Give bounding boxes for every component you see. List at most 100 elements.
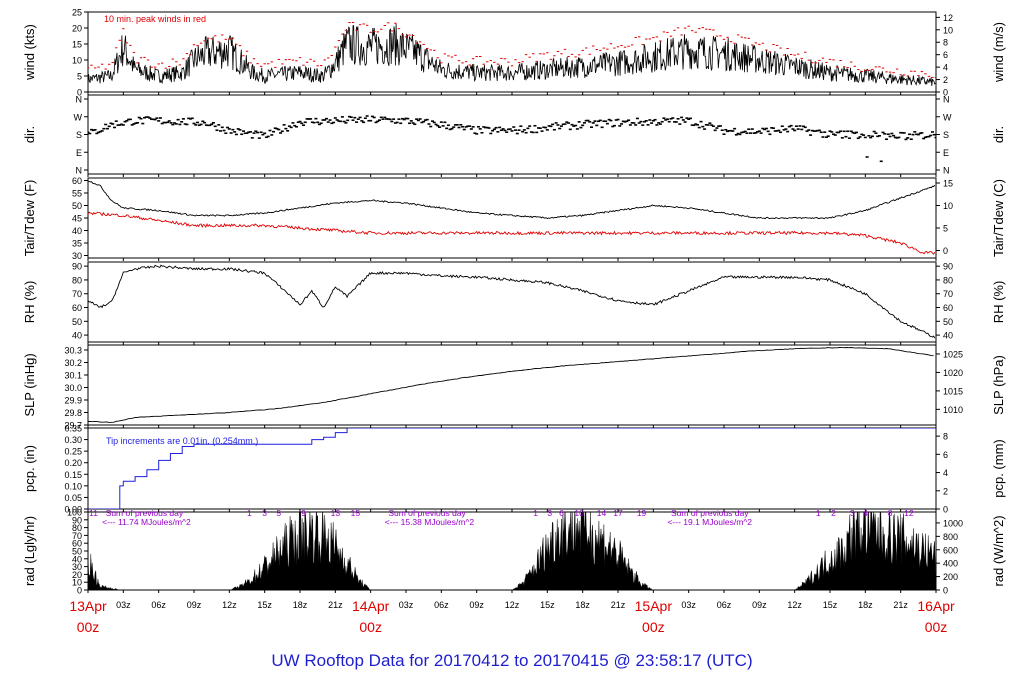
left-tick-label: E <box>76 148 82 158</box>
left-tick-label: 55 <box>72 189 82 199</box>
left-tick-label: 0 <box>77 88 82 98</box>
day-zulu-label: 00z <box>642 619 665 635</box>
panel-3: 40 50 60 70 80 90 40 50 60 70 80 90 RH (%) RH (%) <box>22 261 1006 345</box>
panel-4: 29.7 29.8 29.9 30.0 30.1 30.2 30.3 1010 1015 1020… <box>22 344 1006 431</box>
left-tick-label: 30.2 <box>64 358 82 368</box>
radiation-annotation: <--- 11.74 MJoules/m^2 <box>102 517 191 527</box>
left-tick-label: 30.0 <box>64 383 82 393</box>
y-axis-label: rad (Lgly/hr) <box>22 516 37 586</box>
plot-area <box>88 115 936 163</box>
sun-hour-mark: 3 <box>262 508 267 518</box>
hour-label: 12z <box>505 600 520 610</box>
radiation-area <box>88 512 936 590</box>
day-label: 16Apr <box>917 598 955 614</box>
sun-hour-mark: 1 <box>816 508 821 518</box>
left-tick-label: 0.15 <box>64 470 82 480</box>
right-tick-label: 0 <box>943 586 948 596</box>
right-tick-label: 40 <box>943 331 953 341</box>
sun-hour-mark: 14 <box>597 508 607 518</box>
y-axis-label: Tair/Tdew (F) <box>22 180 37 257</box>
hour-label: 03z <box>399 600 414 610</box>
left-tick-label: 20 <box>72 570 82 580</box>
left-tick-label: 60 <box>72 539 82 549</box>
slp-series-line <box>88 347 934 423</box>
left-tick-label: 0 <box>77 586 82 596</box>
right-tick-label: 10 <box>943 201 953 211</box>
left-tick-label: 29.7 <box>64 421 82 431</box>
day-zulu-label: 00z <box>77 619 100 635</box>
left-tick-label: 25 <box>72 8 82 18</box>
sun-hour-mark: 4 <box>863 508 868 518</box>
right-tick-label: 8 <box>943 432 948 442</box>
figure-title: UW Rooftop Data for 20170412 to 20170415… <box>271 651 752 670</box>
left-tick-label: 20 <box>72 24 82 34</box>
y-axis-label-right: Tair/Tdew (C) <box>991 179 1006 257</box>
left-tick-label: 60 <box>72 303 82 313</box>
radiation-annotation: Sum of previous day <box>388 508 466 518</box>
right-tick-label: 200 <box>943 572 958 582</box>
day-zulu-label: 00z <box>925 619 948 635</box>
hour-label: 21z <box>328 600 343 610</box>
panel-frame <box>87 94 937 175</box>
left-tick-label: 30 <box>72 562 82 572</box>
right-tick-label: 12 <box>943 13 953 23</box>
y-axis-label-right: SLP (hPa) <box>991 355 1006 415</box>
right-tick-label: 6 <box>943 50 948 60</box>
left-tick-label: 35 <box>72 239 82 249</box>
right-tick-label: N <box>943 95 950 105</box>
air-temp-series-line <box>88 180 936 220</box>
sun-hour-mark: 1 <box>247 508 252 518</box>
right-tick-label: N <box>943 166 950 176</box>
right-tick-label: S <box>943 130 949 140</box>
hour-label: 06z <box>434 600 449 610</box>
right-tick-label: 1025 <box>943 349 963 359</box>
y-axis-label: SLP (inHg) <box>22 353 37 416</box>
right-tick-label: E <box>943 148 949 158</box>
hour-label: 03z <box>116 600 131 610</box>
precip-annotation: Tip increments are 0.01in. (0.254mm.) <box>106 436 258 446</box>
sun-hour-mark: 15 <box>351 508 361 518</box>
left-tick-label: 0.30 <box>64 435 82 445</box>
left-tick-label: 30.1 <box>64 371 82 381</box>
y-axis-label: RH (%) <box>22 281 37 324</box>
hour-label: 09z <box>752 600 767 610</box>
plot-area <box>88 347 934 423</box>
hour-label: 18z <box>858 600 873 610</box>
hour-label: 15z <box>257 600 272 610</box>
radiation-annotation: 11 <box>89 508 98 518</box>
left-tick-label: 60 <box>72 176 82 186</box>
hour-label: 21z <box>893 600 908 610</box>
sun-hour-mark: 3 <box>850 508 855 518</box>
left-tick-label: 50 <box>72 317 82 327</box>
day-label: 13Apr <box>69 598 107 614</box>
sun-hour-mark: 10 <box>574 508 584 518</box>
right-tick-label: 2 <box>943 486 948 496</box>
right-tick-label: 4 <box>943 63 948 73</box>
plot-area <box>88 264 936 339</box>
peak-wind-annotation: 10 min. peak winds in red <box>104 14 206 24</box>
panel-2: 30 35 40 45 50 55 60 0 5 10 15 Tair/Tdew (F) Tair/Td… <box>22 176 1006 261</box>
left-tick-label: S <box>76 130 82 140</box>
right-tick-label: 1010 <box>943 405 963 415</box>
y-axis-label: wind (kts) <box>22 24 37 81</box>
radiation-annotation: <--- 19.1 MJoules/m^2 <box>667 517 752 527</box>
sun-hour-mark: 2 <box>831 508 836 518</box>
dewpoint-series-line <box>88 211 936 255</box>
hour-label: 09z <box>187 600 202 610</box>
right-tick-label: W <box>943 112 952 122</box>
sun-hour-mark: 3 <box>547 508 552 518</box>
rh-series-line <box>88 264 936 339</box>
right-tick-label: 1020 <box>943 368 963 378</box>
precip-series-line <box>88 428 936 509</box>
sun-hour-mark: 8 <box>888 508 893 518</box>
radiation-annotation: Sum of previous day <box>671 508 749 518</box>
right-tick-label: 0 <box>943 505 948 515</box>
right-tick-label: 400 <box>943 559 958 569</box>
left-tick-label: 0.00 <box>64 505 82 515</box>
right-tick-label: 8 <box>943 38 948 48</box>
left-tick-label: W <box>74 112 83 122</box>
left-tick-label: 100 <box>67 508 82 518</box>
left-tick-label: 50 <box>72 201 82 211</box>
radiation-annotation: Sum of previous day <box>106 508 184 518</box>
